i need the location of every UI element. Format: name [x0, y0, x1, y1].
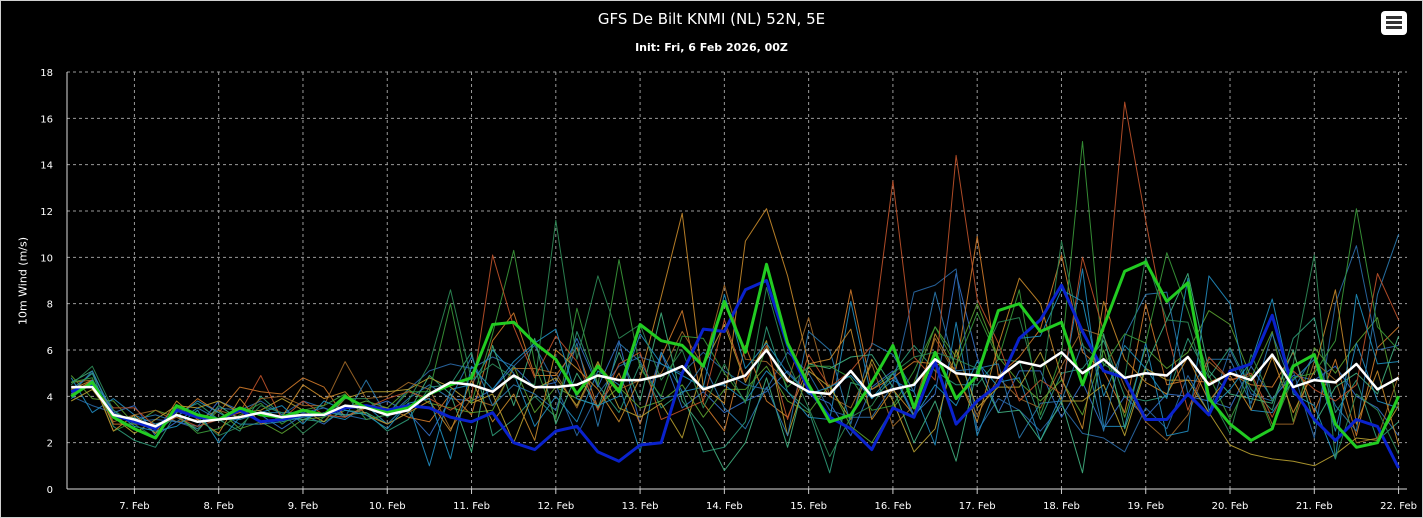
y-tick-label: 2 — [47, 439, 53, 450]
x-tick-label: 9. Feb — [288, 501, 318, 512]
chart-title: GFS De Bilt KNMI (NL) 52N, 5E — [597, 10, 826, 28]
y-tick-label: 6 — [47, 346, 53, 357]
x-tick-label: 15. Feb — [790, 501, 827, 512]
hamburger-menu-icon[interactable] — [1381, 11, 1407, 35]
series-line-member-12 — [70, 303, 1400, 444]
y-tick-label: 0 — [47, 485, 53, 496]
x-tick-label: 22. Feb — [1380, 501, 1417, 512]
x-tick-label: 21. Feb — [1296, 501, 1333, 512]
series-line-control-run — [70, 260, 1400, 449]
x-tick-label: 17. Feb — [959, 501, 996, 512]
series-line-member-4 — [71, 101, 1400, 427]
y-tick-label: 4 — [47, 392, 53, 403]
series-line-member-13 — [70, 236, 1399, 437]
x-tick-label: 7. Feb — [119, 501, 149, 512]
chart-subtitle: Init: Fri, 6 Feb 2026, 00Z — [635, 41, 788, 54]
y-tick-label: 12 — [40, 207, 53, 218]
x-tick-label: 14. Feb — [706, 501, 743, 512]
series-line-member-9 — [70, 268, 1399, 467]
x-tick-label: 20. Feb — [1212, 501, 1249, 512]
series-line-member-2 — [70, 277, 1399, 460]
y-tick-label: 14 — [40, 161, 53, 172]
x-tick-label: 13. Feb — [622, 501, 659, 512]
x-tick-label: 19. Feb — [1127, 501, 1164, 512]
series-line-member-3 — [70, 208, 1400, 446]
x-tick-label: 16. Feb — [875, 501, 912, 512]
y-tick-label: 10 — [40, 253, 53, 264]
series-line-ensemble-mean — [71, 348, 1400, 428]
gridlines — [67, 71, 1407, 489]
y-tick-label: 18 — [40, 68, 53, 79]
y-tick-label: 16 — [40, 114, 53, 125]
x-tick-label: 8. Feb — [203, 501, 233, 512]
x-tick-label: 11. Feb — [453, 501, 490, 512]
y-tick-label: 8 — [47, 300, 53, 311]
series-line-member-15 — [70, 273, 1399, 437]
series-line-member-7 — [70, 324, 1400, 467]
x-tick-label: 18. Feb — [1043, 501, 1080, 512]
x-tick-label: 12. Feb — [537, 501, 574, 512]
series-line-member-1 — [70, 219, 1400, 460]
x-tick-label: 10. Feb — [369, 501, 406, 512]
